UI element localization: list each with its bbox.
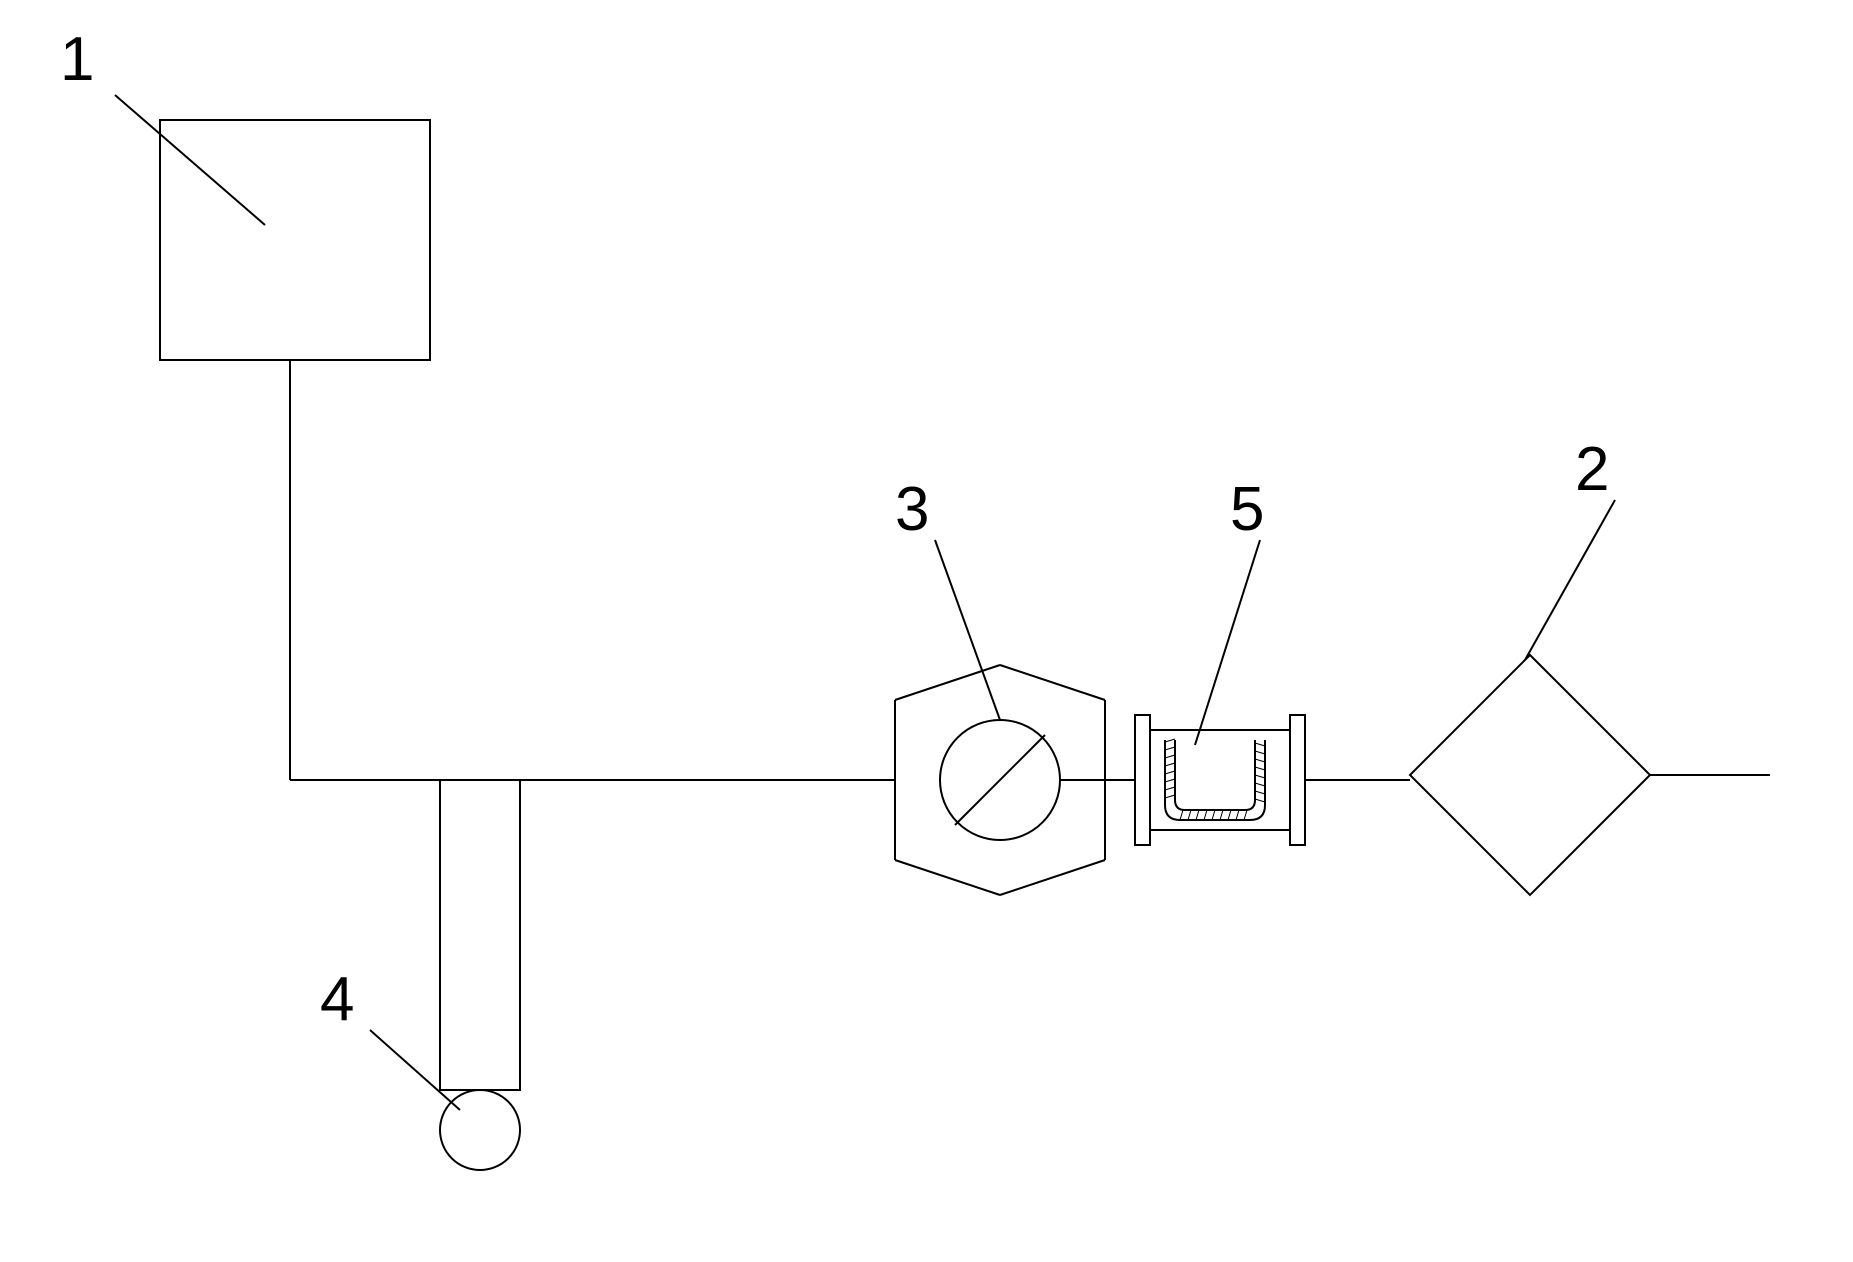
label-1: 1 <box>60 25 94 94</box>
node-1-box <box>160 120 430 360</box>
node-4-circle <box>440 1090 520 1170</box>
label-4: 4 <box>320 965 354 1034</box>
node-2-diamond <box>1410 655 1770 895</box>
leader-4 <box>370 1030 460 1110</box>
leader-3 <box>935 540 1000 720</box>
leader-2 <box>1525 500 1615 660</box>
label-2: 2 <box>1575 435 1609 504</box>
node-5-sight-glass <box>1135 715 1305 845</box>
label-5: 5 <box>1230 475 1264 544</box>
leader-5 <box>1195 540 1260 745</box>
leader-1 <box>115 95 265 225</box>
label-3: 3 <box>895 475 929 544</box>
node-4-stub <box>440 780 520 1090</box>
